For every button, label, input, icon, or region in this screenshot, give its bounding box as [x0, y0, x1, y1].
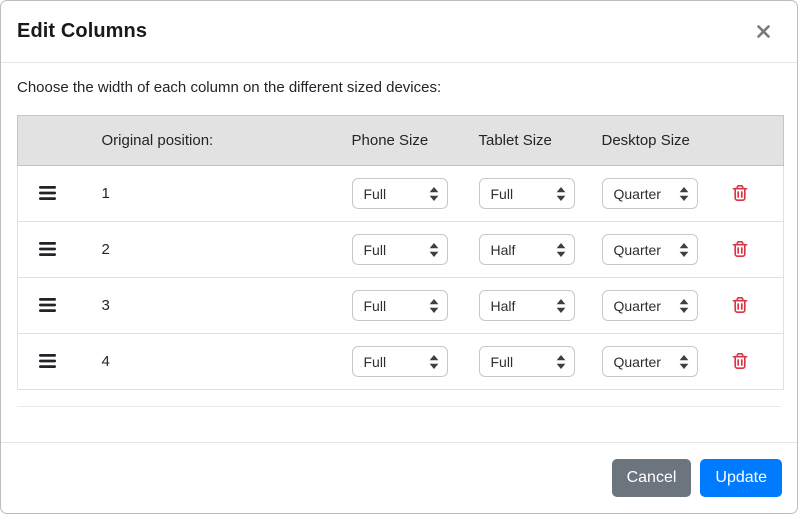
- table-header-row: Original position: Phone Size Tablet Siz…: [17, 115, 784, 166]
- select-value: Full: [490, 353, 514, 370]
- drag-handle-icon: [39, 241, 56, 256]
- drag-handle[interactable]: [37, 240, 58, 258]
- instructions-text: Choose the width of each column on the d…: [17, 79, 442, 96]
- select-value: Full: [490, 185, 514, 202]
- updown-arrows-icon: [556, 242, 566, 257]
- updown-arrows-icon: [679, 242, 689, 257]
- drag-handle-icon: [39, 297, 56, 312]
- tablet-size-select[interactable]: Full: [478, 178, 575, 209]
- drag-handle-icon: [39, 353, 56, 368]
- select-value: Half: [490, 297, 516, 314]
- tablet-size-select[interactable]: Full: [478, 346, 575, 377]
- updown-arrows-icon: [429, 298, 439, 313]
- trash-icon: [732, 240, 748, 258]
- select-value: Quarter: [613, 297, 661, 314]
- updown-arrows-icon: [429, 186, 439, 201]
- tablet-size-select[interactable]: Half: [478, 290, 575, 321]
- close-button[interactable]: [751, 20, 775, 44]
- close-icon: [756, 24, 771, 39]
- trash-icon: [732, 296, 748, 314]
- columns-table: Original position: Phone Size Tablet Siz…: [17, 115, 784, 390]
- original-position-value: 3: [101, 277, 352, 334]
- updown-arrows-icon: [556, 354, 566, 369]
- select-value: Quarter: [613, 185, 661, 202]
- select-value: Full: [363, 353, 387, 370]
- updown-arrows-icon: [429, 242, 439, 257]
- table-row: 3 Full Half Quarter: [17, 277, 784, 334]
- drag-handle[interactable]: [37, 352, 58, 370]
- header-desktop-size: Desktop Size: [601, 115, 730, 166]
- delete-row-button[interactable]: [730, 182, 750, 204]
- page-title: Edit Columns: [17, 20, 148, 42]
- phone-size-select[interactable]: Full: [351, 234, 448, 265]
- trash-icon: [732, 352, 748, 370]
- delete-row-button[interactable]: [730, 238, 750, 260]
- header-tablet-size: Tablet Size: [478, 115, 602, 166]
- original-position-value: 4: [101, 333, 352, 390]
- phone-size-select[interactable]: Full: [351, 290, 448, 321]
- delete-row-button[interactable]: [730, 350, 750, 372]
- table-row: 1 Full Full Quarter: [17, 165, 784, 222]
- modal-body: Choose the width of each column on the d…: [1, 63, 797, 442]
- modal-header: Edit Columns: [1, 1, 797, 63]
- select-value: Full: [363, 241, 387, 258]
- update-button[interactable]: Update: [700, 459, 782, 497]
- desktop-size-select[interactable]: Quarter: [601, 234, 698, 265]
- delete-row-button[interactable]: [730, 294, 750, 316]
- desktop-size-select[interactable]: Quarter: [601, 290, 698, 321]
- header-phone-size: Phone Size: [351, 115, 479, 166]
- select-value: Full: [363, 185, 387, 202]
- trash-icon: [732, 184, 748, 202]
- tablet-size-select[interactable]: Half: [478, 234, 575, 265]
- table-row: 2 Full Half Quarter: [17, 221, 784, 278]
- body-divider: [17, 406, 781, 407]
- desktop-size-select[interactable]: Quarter: [601, 346, 698, 377]
- updown-arrows-icon: [679, 186, 689, 201]
- drag-handle[interactable]: [37, 184, 58, 202]
- header-delete: [729, 115, 784, 166]
- phone-size-select[interactable]: Full: [351, 346, 448, 377]
- select-value: Quarter: [613, 241, 661, 258]
- select-value: Full: [363, 297, 387, 314]
- original-position-value: 2: [101, 221, 352, 278]
- header-original-position: Original position:: [101, 115, 352, 166]
- phone-size-select[interactable]: Full: [351, 178, 448, 209]
- drag-handle[interactable]: [37, 296, 58, 314]
- updown-arrows-icon: [679, 354, 689, 369]
- cancel-button[interactable]: Cancel: [611, 459, 692, 497]
- updown-arrows-icon: [556, 186, 566, 201]
- updown-arrows-icon: [556, 298, 566, 313]
- drag-handle-icon: [39, 185, 56, 200]
- desktop-size-select[interactable]: Quarter: [601, 178, 698, 209]
- original-position-value: 1: [101, 165, 352, 222]
- table-row: 4 Full Full Quarter: [17, 333, 784, 390]
- header-drag: [17, 115, 102, 166]
- select-value: Half: [490, 241, 516, 258]
- modal-footer: Cancel Update: [1, 442, 797, 513]
- updown-arrows-icon: [429, 354, 439, 369]
- select-value: Quarter: [613, 353, 661, 370]
- updown-arrows-icon: [679, 298, 689, 313]
